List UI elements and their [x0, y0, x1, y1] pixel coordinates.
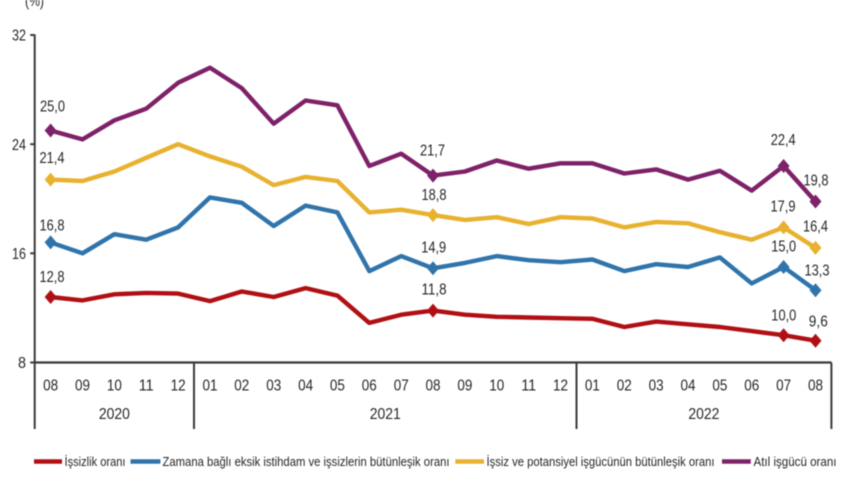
svg-text:19,8: 19,8	[804, 173, 829, 190]
svg-text:22,4: 22,4	[771, 132, 796, 149]
svg-text:32: 32	[12, 28, 26, 45]
svg-text:15,0: 15,0	[771, 239, 796, 256]
svg-text:03: 03	[266, 378, 281, 395]
svg-text:İşsiz ve potansiyel işgücünün: İşsiz ve potansiyel işgücünün bütünleşik…	[487, 454, 715, 469]
svg-text:04: 04	[681, 378, 696, 395]
svg-text:05: 05	[712, 378, 727, 395]
svg-text:17,9: 17,9	[771, 199, 796, 216]
svg-text:12: 12	[171, 378, 186, 395]
svg-text:2020: 2020	[99, 406, 130, 423]
svg-text:İşsizlik oranı: İşsizlik oranı	[65, 454, 126, 469]
svg-text:07: 07	[394, 378, 409, 395]
svg-text:25,0: 25,0	[40, 99, 65, 116]
svg-text:05: 05	[330, 378, 345, 395]
svg-text:06: 06	[362, 378, 377, 395]
svg-text:06: 06	[744, 378, 759, 395]
svg-text:04: 04	[298, 378, 313, 395]
svg-text:02: 02	[234, 378, 249, 395]
svg-text:21,7: 21,7	[420, 142, 445, 159]
svg-text:16,8: 16,8	[40, 217, 65, 234]
svg-text:11: 11	[521, 378, 536, 395]
svg-text:08: 08	[43, 378, 58, 395]
svg-text:(%): (%)	[25, 0, 44, 10]
svg-text:16: 16	[12, 246, 26, 263]
svg-text:9,6: 9,6	[809, 314, 828, 331]
svg-text:10,0: 10,0	[771, 308, 796, 325]
svg-text:01: 01	[585, 378, 600, 395]
svg-text:Zamana bağlı eksik istihdam ve: Zamana bağlı eksik istihdam ve işsizleri…	[163, 454, 450, 469]
svg-text:01: 01	[203, 378, 218, 395]
svg-text:02: 02	[617, 378, 632, 395]
svg-text:10: 10	[489, 378, 504, 395]
svg-text:8: 8	[18, 355, 26, 372]
svg-text:11,8: 11,8	[422, 282, 447, 299]
svg-text:10: 10	[107, 378, 122, 395]
svg-text:12,8: 12,8	[40, 269, 65, 286]
svg-text:08: 08	[426, 378, 441, 395]
svg-text:24: 24	[12, 137, 26, 154]
svg-text:21,4: 21,4	[40, 150, 65, 167]
svg-text:07: 07	[776, 378, 791, 395]
svg-text:12: 12	[553, 378, 568, 395]
svg-text:11: 11	[139, 378, 154, 395]
svg-text:09: 09	[457, 378, 472, 395]
svg-text:13,3: 13,3	[805, 263, 830, 280]
svg-text:14,9: 14,9	[421, 239, 446, 256]
svg-text:18,8: 18,8	[422, 187, 447, 204]
svg-text:2022: 2022	[688, 406, 719, 423]
svg-text:08: 08	[808, 378, 823, 395]
svg-text:2021: 2021	[370, 406, 401, 423]
svg-text:Atıl işgücü oranı: Atıl işgücü oranı	[754, 454, 837, 469]
svg-text:09: 09	[75, 378, 90, 395]
svg-text:16,4: 16,4	[803, 219, 828, 236]
svg-text:03: 03	[649, 378, 664, 395]
